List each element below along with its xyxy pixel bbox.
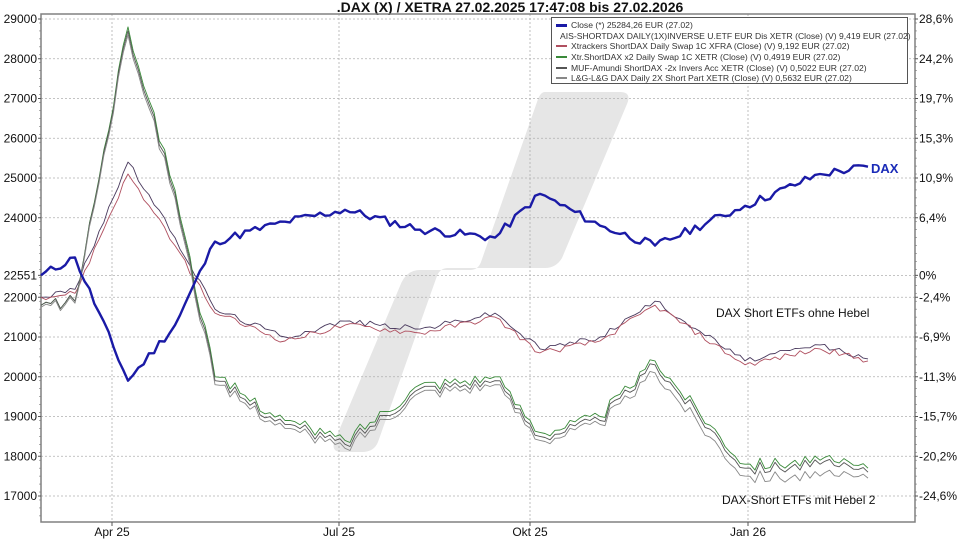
legend-item-lg: L&G-L&G DAX Daily 2X Short Part XETR (Cl… xyxy=(556,73,907,84)
y-left-tick-label: 28000 xyxy=(4,52,38,66)
y-left-tick-label: 29000 xyxy=(4,12,38,26)
y-left-tick-label: 27000 xyxy=(4,92,38,106)
legend-swatch xyxy=(556,66,567,69)
y-left-tick-label: 25000 xyxy=(4,171,38,185)
legend: Close (*) 25284,26 EUR (27.02) AIS-SHORT… xyxy=(551,17,911,84)
y-left-tick-label: 19000 xyxy=(4,410,38,424)
short-no-leverage-annotation: DAX Short ETFs ohne Hebel xyxy=(716,306,870,320)
watermark-logo xyxy=(333,92,629,452)
y-left-tick-label: 26000 xyxy=(4,131,38,145)
x-tick-label: Okt 25 xyxy=(512,525,548,539)
legend-item-ais: AIS-SHORTDAX DAILY(1X)INVERSE U.ETF EUR … xyxy=(560,30,911,41)
y-right-tick-label: 0% xyxy=(919,268,937,282)
axes: 29000 28,6% 28000 24,2% 27000 19,7% 26000 15,3%… xyxy=(4,12,958,539)
series-line-4 xyxy=(40,30,869,475)
x-tick-label: Jul 25 xyxy=(323,525,355,539)
y-left-tick-label: 22551 xyxy=(4,268,38,282)
legend-swatch xyxy=(556,23,567,27)
x-tick-label: Jan 26 xyxy=(730,525,766,539)
plot-frame xyxy=(40,13,916,523)
y-right-tick-label: 10,9% xyxy=(919,171,953,185)
grid xyxy=(41,14,915,522)
series-line-3 xyxy=(40,26,869,471)
y-right-tick-label: 24,2% xyxy=(919,52,953,66)
legend-swatch xyxy=(556,77,567,80)
legend-swatch xyxy=(556,45,567,48)
series-lines xyxy=(40,26,869,484)
y-right-tick-label: -6,9% xyxy=(919,330,951,344)
y-right-tick-label: 28,6% xyxy=(919,12,953,26)
y-right-tick-label: -20,2% xyxy=(919,449,957,463)
series-line-0 xyxy=(40,164,869,382)
y-right-tick-label: -15,7% xyxy=(919,410,957,424)
legend-item-xtrackers: Xtrackers ShortDAX Daily Swap 1C XFRA (C… xyxy=(556,41,907,52)
y-left-tick-label: 17000 xyxy=(4,489,38,503)
series-line-2 xyxy=(40,173,869,366)
legend-item-dax: Close (*) 25284,26 EUR (27.02) xyxy=(556,20,907,31)
y-left-tick-label: 22000 xyxy=(4,290,38,304)
series-line-1 xyxy=(40,161,869,362)
legend-item-xtr-x2: Xtr.ShortDAX x2 Daily Swap 1C XETR (Clos… xyxy=(556,52,907,63)
y-right-tick-label: -24,6% xyxy=(919,489,957,503)
legend-swatch xyxy=(556,56,567,59)
y-left-tick-label: 20000 xyxy=(4,370,38,384)
legend-item-amundi: MUF-Amundi ShortDAX -2x Invers Acc XETR … xyxy=(556,62,907,73)
y-left-tick-label: 18000 xyxy=(4,449,38,463)
y-right-tick-label: 6,4% xyxy=(919,211,947,225)
y-right-tick-label: -2,4% xyxy=(919,290,951,304)
short-leverage2-annotation: DAX-Short ETFs mit Hebel 2 xyxy=(722,493,876,507)
series-line-5 xyxy=(40,34,869,484)
y-right-tick-label: 15,3% xyxy=(919,131,953,145)
chart-title: .DAX (X) / XETRA 27.02.2025 17:47:08 bis… xyxy=(336,0,684,15)
y-left-tick-label: 21000 xyxy=(4,330,38,344)
dax-annotation: DAX xyxy=(871,161,899,176)
y-right-tick-label: 19,7% xyxy=(919,92,953,106)
y-left-tick-label: 24000 xyxy=(4,211,38,225)
y-right-tick-label: -11,3% xyxy=(919,370,956,384)
x-tick-label: Apr 25 xyxy=(94,525,130,539)
